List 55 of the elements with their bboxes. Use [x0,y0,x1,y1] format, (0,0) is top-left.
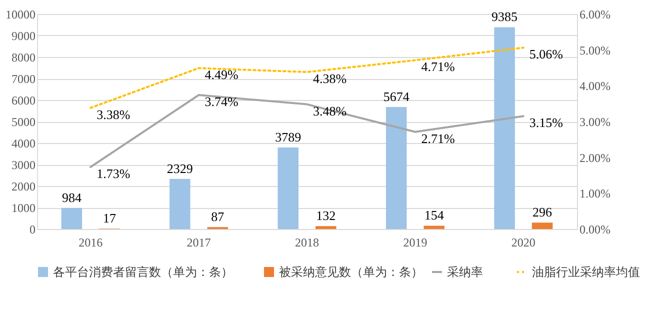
y-tick-label: 8000 [12,50,36,64]
legend-label: 油脂行业采纳率均值 [532,265,640,279]
data-label: 87 [211,209,225,224]
y2-tick-label: 1.00% [580,186,610,201]
data-label: 2329 [166,160,193,176]
y-tick-label: 2000 [12,180,36,194]
data-label: 2.71% [421,130,455,146]
data-label: 1.73% [96,166,130,182]
data-label: 3.15% [529,115,564,130]
y-tick-label: 5000 [12,115,36,129]
y2-tick-label: 5.00% [580,43,610,58]
y-tick-label: 1000 [12,201,36,215]
data-label: 5.06% [529,46,564,62]
data-label: 3789 [275,130,302,145]
data-label: 154 [424,208,444,223]
data-label: 984 [62,190,82,205]
y-tick-label: 3000 [12,158,36,172]
data-label: 17 [102,210,116,226]
data-label: 3.48% [313,103,347,118]
x-tick-label: 2019 [403,236,428,250]
x-tick-label: 2016 [78,236,103,250]
y2-tick-label: 2.00% [580,150,610,165]
legend-label: 被采纳意见数（单为：条） [279,265,423,279]
y2-tick-label: 0.00% [580,222,610,236]
data-label: 5674 [383,89,410,104]
y2-tick-label: 6.00% [580,8,610,22]
y-tick-label: 4000 [12,136,36,150]
bar [170,178,190,229]
data-label: 9385 [492,9,518,24]
data-label: 4.38% [313,71,347,86]
data-label: 4.49% [204,67,239,82]
y2-tick-label: 4.00% [580,79,610,94]
legend-label: 采纳率 [447,265,483,279]
bar [424,226,444,229]
y-tick-label: 0 [30,222,36,236]
data-label: 3.38% [96,106,130,122]
bar [386,107,407,229]
x-tick-label: 2020 [511,236,536,250]
legend-label: 各平台消费者留言数（单为：条） [53,265,233,279]
data-label: 296 [532,204,553,220]
y-tick-label: 7000 [12,72,36,86]
y-tick-label: 9000 [12,29,36,43]
bar [532,222,553,229]
data-label: 3.74% [204,94,239,109]
bar [315,226,336,229]
bar [61,208,82,229]
y-tick-label: 10000 [6,8,36,22]
x-tick-label: 2017 [186,236,211,250]
x-tick-label: 2018 [295,236,319,250]
data-label: 4.71% [421,59,455,74]
bar [278,148,299,229]
bar [494,27,515,229]
data-label: 132 [316,208,336,224]
y-tick-label: 6000 [12,94,36,108]
y2-tick-label: 3.00% [580,115,610,129]
